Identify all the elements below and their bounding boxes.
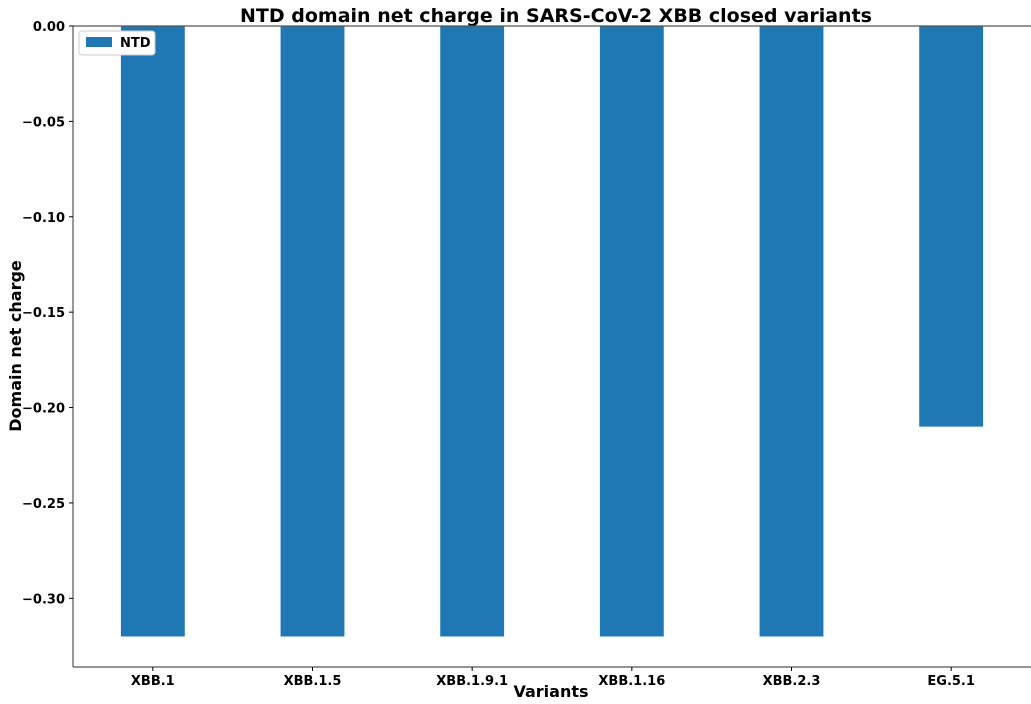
y-tick-label: −0.10 [22,211,65,226]
x-tick-label: XBB.2.3 [763,674,821,689]
y-tick-label: 0.00 [33,20,65,35]
x-tick-label: XBB.1.5 [284,674,342,689]
x-tick-label: EG.5.1 [927,674,975,689]
chart-title: NTD domain net charge in SARS-CoV-2 XBB … [240,5,872,27]
y-tick-label: −0.05 [22,115,65,130]
y-tick-label: −0.20 [22,402,65,417]
x-tick-label: XBB.1.16 [598,674,665,689]
bar-xbb-2-3 [759,26,824,637]
x-tick-label: XBB.1 [131,674,175,689]
bar-xbb-1-5 [280,26,345,637]
axes-layer [72,25,1031,668]
legend: NTD [78,30,156,56]
y-tick-label: −0.25 [22,497,65,512]
bar-xbb-1-16 [599,26,664,637]
bars-layer [120,26,984,637]
x-axis-label: Variants [513,682,588,701]
ticks-layer: XBB.1 XBB.1.5 XBB.1.9.1 XBB.1.16 XBB.2.3 EG.5… [22,20,975,689]
y-axis-label: Domain net charge [6,260,25,432]
bar-eg-5-1 [919,26,984,427]
legend-label-ntd: NTD [120,36,151,51]
legend-swatch-ntd [86,37,112,47]
bar-xbb-1-9-1 [440,26,505,637]
y-tick-label: −0.15 [22,306,65,321]
x-tick-label: XBB.1.9.1 [436,674,508,689]
bar-xbb-1 [120,26,185,637]
y-tick-label: −0.30 [22,592,65,607]
